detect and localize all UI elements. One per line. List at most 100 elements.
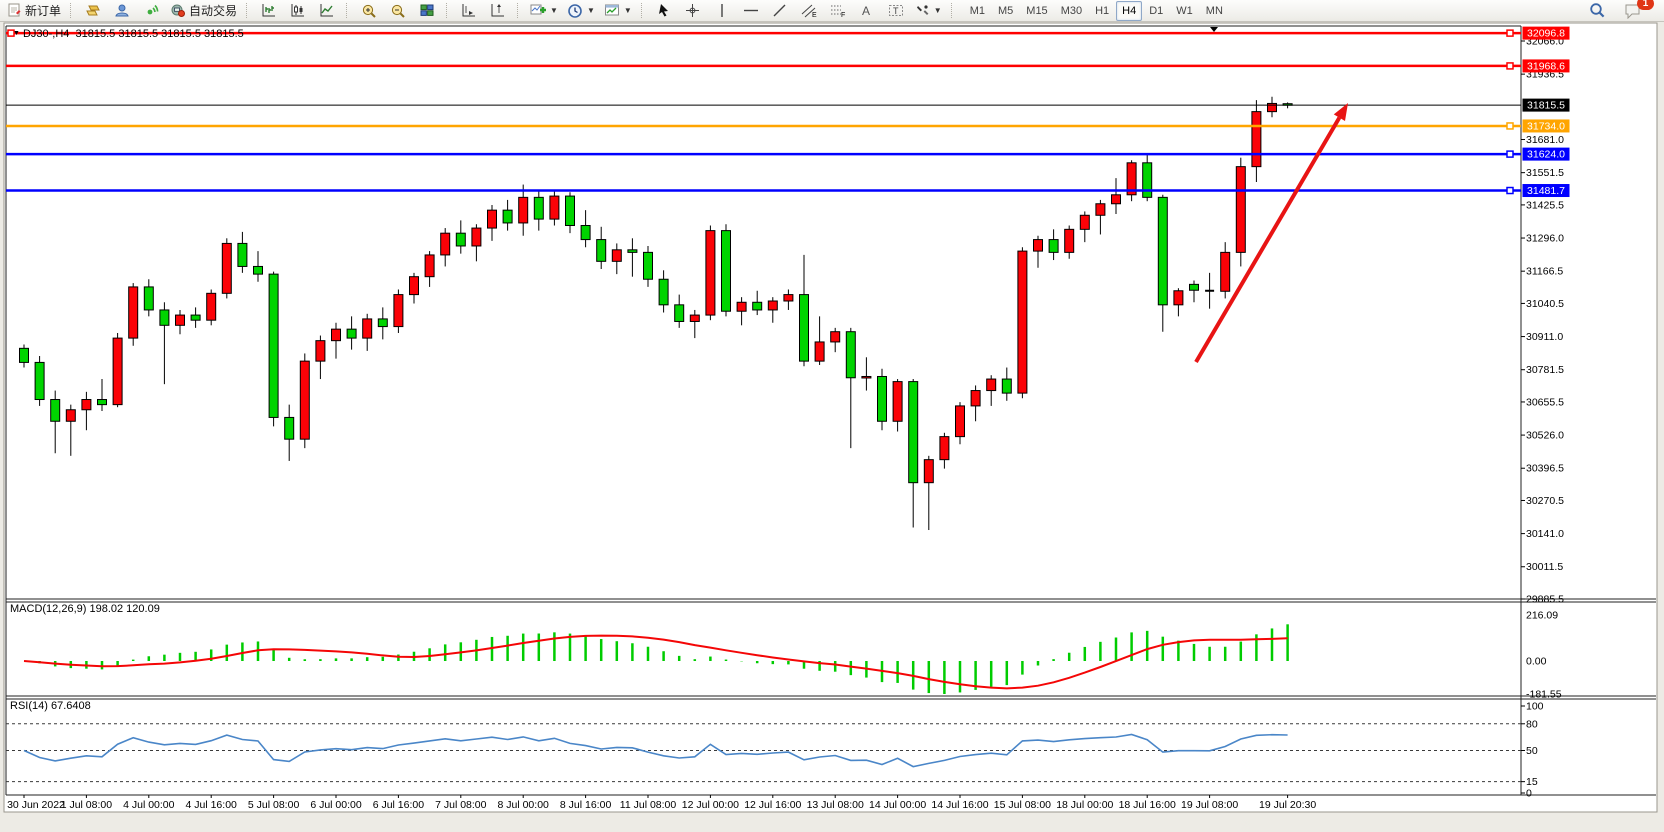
line-handle[interactable] [1506,62,1514,70]
line-handle[interactable] [1506,186,1514,195]
tile-windows-button[interactable] [413,0,441,22]
chart-title-symbol: DJ30-,H4 [22,28,70,40]
timeframe-m1[interactable]: M1 [969,4,985,17]
svg-text:30270.5: 30270.5 [1526,495,1564,507]
zoom-in-button[interactable] [355,0,383,22]
svg-text:30781.5: 30781.5 [1526,364,1564,376]
trendline-button[interactable] [766,0,794,22]
line-handle[interactable] [7,29,15,37]
horizontal-line-button[interactable] [737,0,765,22]
candlestick-series [19,96,1293,531]
svg-text:31481.7: 31481.7 [1527,185,1565,197]
periods-button[interactable]: ▼ [563,0,599,22]
search-button[interactable] [1583,0,1611,22]
new-order-button[interactable]: 新订单 [3,0,65,22]
symbol-dropdown-icon[interactable]: ▼ [13,30,20,37]
timeframe-h1[interactable]: H1 [1095,4,1110,17]
auto-trading-button[interactable]: 自动交易 [166,0,241,22]
chevron-down-icon: ▼ [550,6,558,15]
svg-text:1 Jul 08:00: 1 Jul 08:00 [61,799,113,811]
text-label-button[interactable]: T [882,0,910,22]
zoom-out-button[interactable] [384,0,412,22]
svg-text:12 Jul 00:00: 12 Jul 00:00 [682,799,739,811]
svg-text:11 Jul 08:00: 11 Jul 08:00 [620,799,677,811]
add-indicator-button[interactable]: ▼ [526,0,562,22]
crosshair-button[interactable] [679,0,707,22]
chart-shift-button[interactable] [484,0,512,22]
candlestick-chart-icon [290,3,306,18]
svg-text:5 Jul 08:00: 5 Jul 08:00 [248,799,300,811]
timeframe-m30[interactable]: M30 [1060,4,1083,17]
profile-button[interactable] [108,0,136,22]
vertical-line-button[interactable] [708,0,736,22]
text-button[interactable]: A [853,0,881,22]
arrows-button[interactable]: ▼ [911,0,946,22]
toolbar-right-group: 1 [1583,0,1661,22]
timeframe-w1[interactable]: W1 [1176,4,1193,17]
svg-text:31815.5: 31815.5 [1527,100,1565,112]
svg-text:30655.5: 30655.5 [1526,396,1564,408]
bar-marker-icon [1210,27,1218,32]
price-badge [1522,184,1570,198]
svg-text:30141.0: 30141.0 [1526,528,1564,540]
timeframe-h4[interactable]: H4 [1116,0,1143,21]
text-label-icon: T [888,3,904,18]
auto-scroll-button[interactable] [455,0,483,22]
bar-chart-icon [261,3,277,18]
svg-text:50: 50 [1526,745,1538,757]
signals-button[interactable] [137,0,165,22]
cursor-button[interactable] [650,0,678,22]
horizontal-line-icon [743,3,759,18]
svg-text:12 Jul 16:00: 12 Jul 16:00 [744,799,801,811]
timeframe-mn[interactable]: MN [1205,4,1223,17]
svg-text:100: 100 [1526,701,1544,713]
tile-windows-icon [419,3,435,18]
price-badge [1522,119,1570,133]
market-depth-button[interactable] [79,0,107,22]
rsi-header: RSI(14) 67.6408 [10,700,91,712]
bar-chart-button[interactable] [255,0,283,22]
svg-text:14 Jul 00:00: 14 Jul 00:00 [869,799,926,811]
timeframe-d1[interactable]: D1 [1149,4,1164,17]
profile-icon [114,3,130,18]
zoom-in-icon [361,3,377,19]
fibonacci-button[interactable]: F [824,0,852,22]
crosshair-icon [685,3,700,18]
svg-text:15: 15 [1526,776,1538,788]
toolbar-grip [517,3,521,18]
arrows-icon [915,3,930,18]
notifications-button[interactable]: 1 [1619,0,1654,22]
price-badge [1522,98,1570,112]
equidistant-channel-icon: E [801,3,817,18]
svg-text:29885.5: 29885.5 [1526,593,1564,605]
candlestick-chart-button[interactable] [284,0,312,22]
line-handle[interactable] [1506,29,1514,37]
trend-arrow[interactable] [1194,103,1348,364]
svg-text:31624.0: 31624.0 [1527,149,1565,161]
timeframe-m5[interactable]: M5 [998,4,1014,17]
svg-text:8 Jul 16:00: 8 Jul 16:00 [560,799,612,811]
chart-title: ▼ DJ30-,H4 31815.5 31815.5 31815.5 31815.… [13,28,244,40]
clock-icon [567,3,583,19]
svg-text:6 Jul 16:00: 6 Jul 16:00 [373,799,425,811]
rsi-panel [6,723,1521,783]
add-indicator-icon [530,3,547,18]
line-handle[interactable] [1506,122,1514,130]
templates-button[interactable]: ▼ [600,0,636,22]
horizontal-lines: 32096.8 31968.6 31815.5 31734.0 31624.0 31481… [6,26,1570,198]
svg-text:30396.5: 30396.5 [1526,463,1564,475]
timeframe-m15[interactable]: M15 [1026,4,1048,17]
line-handle[interactable] [1506,150,1514,158]
line-chart-button[interactable] [313,0,341,22]
macd-signal-line [23,634,1288,690]
text-icon: A [860,3,873,18]
svg-text:4 Jul 00:00: 4 Jul 00:00 [123,799,175,811]
svg-text:19 Jul 08:00: 19 Jul 08:00 [1181,799,1238,811]
vertical-line-icon [717,3,727,18]
zoom-out-icon [390,3,406,19]
svg-text:31296.0: 31296.0 [1526,233,1564,245]
equidistant-channel-button[interactable]: E [795,0,823,22]
gold-ingot-icon [85,3,101,18]
